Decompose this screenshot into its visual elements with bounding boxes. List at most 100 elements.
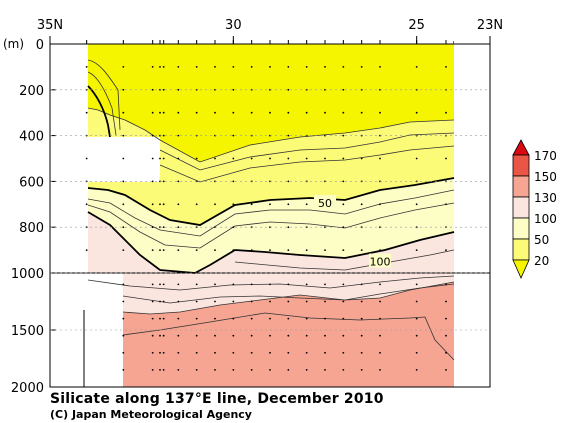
station-dot xyxy=(159,369,161,371)
station-dot xyxy=(232,203,235,206)
station-dot xyxy=(214,283,216,286)
depth-unit-label: (m) xyxy=(3,37,24,51)
station-dot xyxy=(269,334,271,337)
station-dot xyxy=(151,203,154,206)
station-dot xyxy=(162,249,165,252)
station-dot xyxy=(177,300,180,303)
station-dot xyxy=(177,111,180,114)
station-dot xyxy=(177,283,180,286)
station-dot xyxy=(214,300,216,303)
y-tick-label: 0 xyxy=(36,38,44,53)
station-dot xyxy=(324,334,326,337)
station-dot xyxy=(287,66,290,68)
contour-line xyxy=(122,312,455,361)
contour-line xyxy=(122,283,455,304)
contour-line-top-bold xyxy=(87,85,111,138)
colorbar-swatch xyxy=(512,175,530,198)
station-dot xyxy=(250,111,253,114)
station-dot xyxy=(195,369,198,371)
station-dot xyxy=(360,317,363,320)
station-dot xyxy=(379,369,381,371)
station-dot xyxy=(445,300,447,303)
station-dot xyxy=(287,283,290,286)
colorbar-level-label: 20 xyxy=(534,254,549,268)
station-dot xyxy=(159,300,161,303)
station-dot xyxy=(151,180,154,183)
contour-label-bg xyxy=(314,195,336,210)
station-dot xyxy=(151,334,154,337)
station-dot xyxy=(195,300,198,303)
station-dot xyxy=(269,351,271,354)
no-data-mask-deep-right xyxy=(454,273,490,387)
y-tick-label: 800 xyxy=(19,221,44,236)
station-dot xyxy=(250,66,253,68)
band-fill-salmon xyxy=(123,282,454,387)
band-fill-pink xyxy=(88,212,454,273)
station-dot xyxy=(177,157,180,160)
station-dot xyxy=(159,283,161,286)
station-dot xyxy=(85,66,88,68)
station-dot xyxy=(342,134,345,137)
station-dot xyxy=(162,180,165,183)
station-dot xyxy=(232,111,235,114)
station-dot xyxy=(214,317,216,320)
station-dot xyxy=(415,334,418,337)
station-dot xyxy=(151,351,154,354)
station-dot xyxy=(445,369,447,371)
station-dot xyxy=(287,351,290,354)
station-dot xyxy=(305,283,308,286)
station-dot xyxy=(445,283,447,286)
station-dot xyxy=(214,369,216,371)
y-tick-label: 2000 xyxy=(11,381,44,396)
colorbar-level-label: 130 xyxy=(534,191,557,205)
station-dot xyxy=(159,203,161,206)
y-tick-label: 1000 xyxy=(11,267,44,282)
station-dot xyxy=(287,249,290,252)
station-dot xyxy=(162,157,165,160)
no-data-mask-left xyxy=(50,44,88,273)
station-dot xyxy=(250,283,253,286)
station-dot xyxy=(250,334,253,337)
station-dot xyxy=(342,157,345,160)
station-dot xyxy=(269,369,271,371)
station-dot xyxy=(151,66,154,68)
station-dot xyxy=(342,88,345,91)
band-fill-pale-yellow xyxy=(88,108,454,225)
station-dot xyxy=(415,203,418,206)
y-tick-label: 400 xyxy=(19,130,44,145)
station-dot xyxy=(305,249,308,252)
station-dot xyxy=(177,369,180,371)
station-dot xyxy=(214,334,216,337)
station-dot xyxy=(305,317,308,320)
colorbar-swatch xyxy=(512,238,530,261)
station-dot xyxy=(269,249,271,252)
station-dot xyxy=(360,283,363,286)
station-dot xyxy=(214,249,216,252)
station-dot xyxy=(250,369,253,371)
station-dot xyxy=(379,157,381,160)
station-dot xyxy=(214,111,216,114)
station-dot xyxy=(360,334,363,337)
station-dot xyxy=(177,351,180,354)
contour-line-50-bold xyxy=(87,177,455,226)
station-dot xyxy=(379,283,381,286)
station-dot xyxy=(360,300,363,303)
station-dot xyxy=(162,300,165,303)
station-dot xyxy=(122,334,125,337)
station-dot xyxy=(360,203,363,206)
station-dot xyxy=(287,180,290,183)
colorbar-swatch xyxy=(512,217,530,240)
station-dot xyxy=(122,180,125,183)
station-dot xyxy=(269,317,271,320)
station-dot xyxy=(85,249,88,252)
colorbar-level-label: 150 xyxy=(534,170,557,184)
station-dot xyxy=(151,134,154,137)
no-data-mask-notch xyxy=(88,137,160,182)
station-dot xyxy=(214,351,216,354)
contour-line xyxy=(87,275,455,291)
station-dot xyxy=(232,66,235,68)
station-dot xyxy=(122,134,125,137)
station-dot xyxy=(324,111,326,114)
station-dot xyxy=(324,249,326,252)
station-dot xyxy=(445,66,447,68)
